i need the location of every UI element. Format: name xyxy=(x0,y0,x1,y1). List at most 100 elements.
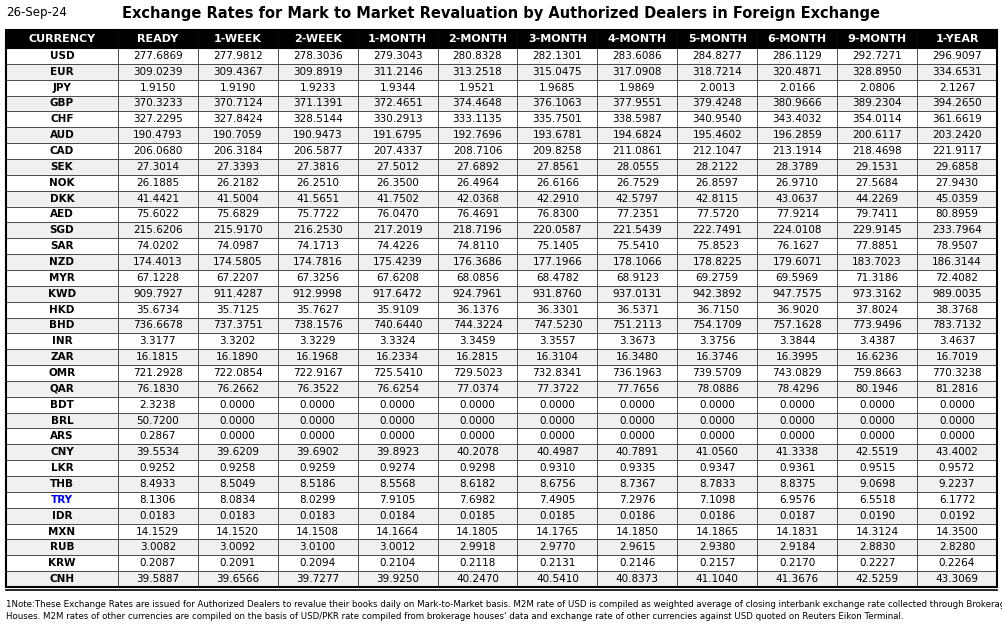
Text: 309.4367: 309.4367 xyxy=(212,67,263,77)
Text: 41.1040: 41.1040 xyxy=(695,574,738,584)
Text: 71.3186: 71.3186 xyxy=(855,273,898,283)
Text: 1Note:These Exchange Rates are issued for Authorized Dealers to revalue their bo: 1Note:These Exchange Rates are issued fo… xyxy=(6,600,1002,609)
Text: 2.8830: 2.8830 xyxy=(858,542,895,552)
Text: 69.2759: 69.2759 xyxy=(695,273,738,283)
Text: 196.2859: 196.2859 xyxy=(772,130,822,140)
Text: 68.4782: 68.4782 xyxy=(535,273,578,283)
Text: 911.4287: 911.4287 xyxy=(212,289,263,299)
Text: 14.1865: 14.1865 xyxy=(695,526,738,537)
Text: 16.3480: 16.3480 xyxy=(615,352,658,362)
Text: READY: READY xyxy=(137,34,178,44)
Text: 0.2264: 0.2264 xyxy=(938,558,974,568)
Text: GBP: GBP xyxy=(50,99,74,108)
Text: 174.4013: 174.4013 xyxy=(133,257,182,267)
Text: 309.8919: 309.8919 xyxy=(293,67,342,77)
Text: 917.6472: 917.6472 xyxy=(373,289,422,299)
Text: 177.1966: 177.1966 xyxy=(532,257,582,267)
Text: 200.6117: 200.6117 xyxy=(852,130,901,140)
Text: 26.9710: 26.9710 xyxy=(775,178,818,187)
Text: 0.9310: 0.9310 xyxy=(539,463,575,473)
Text: CURRENCY: CURRENCY xyxy=(28,34,95,44)
Text: 0.0000: 0.0000 xyxy=(300,416,336,426)
Text: 39.9250: 39.9250 xyxy=(376,574,419,584)
Text: 0.2104: 0.2104 xyxy=(379,558,415,568)
Text: 174.5805: 174.5805 xyxy=(212,257,263,267)
Text: 16.7019: 16.7019 xyxy=(935,352,978,362)
Text: 0.2227: 0.2227 xyxy=(858,558,895,568)
Text: 74.0987: 74.0987 xyxy=(216,241,259,251)
Text: 0.2087: 0.2087 xyxy=(139,558,175,568)
Text: 220.0587: 220.0587 xyxy=(532,225,581,235)
Text: 8.6182: 8.6182 xyxy=(459,479,495,489)
Text: 0.0000: 0.0000 xyxy=(698,399,734,409)
Text: 0.9298: 0.9298 xyxy=(459,463,495,473)
Text: 77.7656: 77.7656 xyxy=(615,384,658,394)
Text: 0.9258: 0.9258 xyxy=(219,463,256,473)
Text: 0.0000: 0.0000 xyxy=(219,416,256,426)
Text: 16.6236: 16.6236 xyxy=(855,352,898,362)
Text: 372.4651: 372.4651 xyxy=(373,99,422,108)
Text: 74.4226: 74.4226 xyxy=(376,241,419,251)
Text: 2.0806: 2.0806 xyxy=(858,82,895,92)
Text: 0.0000: 0.0000 xyxy=(619,416,654,426)
Text: 207.4337: 207.4337 xyxy=(373,146,422,156)
Text: 370.3233: 370.3233 xyxy=(133,99,182,108)
Text: 0.0000: 0.0000 xyxy=(619,399,654,409)
Text: 69.5969: 69.5969 xyxy=(775,273,818,283)
Text: 75.6829: 75.6829 xyxy=(216,209,260,220)
Text: 729.5023: 729.5023 xyxy=(452,368,502,378)
Text: 211.0861: 211.0861 xyxy=(612,146,661,156)
Text: 0.9274: 0.9274 xyxy=(379,463,416,473)
Text: 0.0000: 0.0000 xyxy=(539,431,575,442)
Text: 1.9521: 1.9521 xyxy=(459,82,495,92)
Text: 27.3014: 27.3014 xyxy=(136,162,179,172)
Text: 318.7214: 318.7214 xyxy=(691,67,741,77)
Text: 233.7964: 233.7964 xyxy=(931,225,981,235)
Text: 76.6254: 76.6254 xyxy=(376,384,419,394)
Text: 757.1628: 757.1628 xyxy=(772,320,822,330)
Text: 195.4602: 195.4602 xyxy=(691,130,741,140)
Text: 1-WEEK: 1-WEEK xyxy=(213,34,262,44)
Text: RUB: RUB xyxy=(50,542,74,552)
Text: 43.4002: 43.4002 xyxy=(935,447,978,457)
Text: 6.9576: 6.9576 xyxy=(779,495,815,505)
Text: 0.2118: 0.2118 xyxy=(459,558,495,568)
Text: 178.8225: 178.8225 xyxy=(691,257,741,267)
Text: ZAR: ZAR xyxy=(50,352,74,362)
Text: 74.0202: 74.0202 xyxy=(136,241,179,251)
Text: 0.0000: 0.0000 xyxy=(779,416,815,426)
Text: 75.7722: 75.7722 xyxy=(296,209,339,220)
Text: 1.9233: 1.9233 xyxy=(300,82,336,92)
Text: 8.5049: 8.5049 xyxy=(219,479,256,489)
Text: 27.3393: 27.3393 xyxy=(216,162,260,172)
Text: INR: INR xyxy=(51,337,72,347)
Text: 16.1890: 16.1890 xyxy=(216,352,259,362)
Text: 389.2304: 389.2304 xyxy=(852,99,901,108)
Text: OMR: OMR xyxy=(48,368,75,378)
Text: 68.9123: 68.9123 xyxy=(615,273,658,283)
Text: 722.9167: 722.9167 xyxy=(293,368,343,378)
Text: 28.3789: 28.3789 xyxy=(775,162,818,172)
Text: 7.4905: 7.4905 xyxy=(539,495,575,505)
Text: 0.0000: 0.0000 xyxy=(859,431,894,442)
Text: 0.9347: 0.9347 xyxy=(698,463,734,473)
Text: 0.0000: 0.0000 xyxy=(938,399,974,409)
Text: 0.0187: 0.0187 xyxy=(779,511,815,521)
Text: LKR: LKR xyxy=(50,463,73,473)
Text: 229.9145: 229.9145 xyxy=(852,225,901,235)
Text: 0.0000: 0.0000 xyxy=(380,416,415,426)
Text: 754.1709: 754.1709 xyxy=(691,320,741,330)
Text: 27.8561: 27.8561 xyxy=(535,162,578,172)
Text: 0.0000: 0.0000 xyxy=(938,431,974,442)
Text: TRY: TRY xyxy=(51,495,73,505)
Text: 75.6022: 75.6022 xyxy=(136,209,179,220)
Text: 8.8375: 8.8375 xyxy=(779,479,815,489)
Text: ARS: ARS xyxy=(50,431,73,442)
Text: 0.0186: 0.0186 xyxy=(698,511,734,521)
Text: 3.3324: 3.3324 xyxy=(379,337,416,347)
Text: Exchange Rates for Mark to Market Revaluation by Authorized Dealers in Foreign E: Exchange Rates for Mark to Market Revalu… xyxy=(122,6,880,21)
Text: 0.9515: 0.9515 xyxy=(858,463,895,473)
Text: 16.1815: 16.1815 xyxy=(136,352,179,362)
Text: 7.1098: 7.1098 xyxy=(698,495,734,505)
Text: 221.5439: 221.5439 xyxy=(612,225,661,235)
